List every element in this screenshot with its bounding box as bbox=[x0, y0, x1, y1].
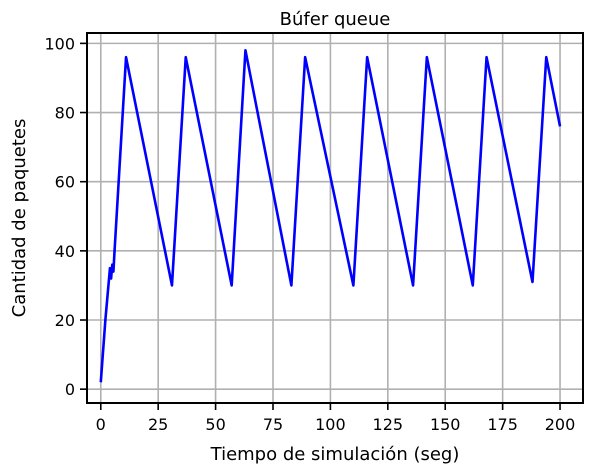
y-tick-label: 60 bbox=[55, 173, 75, 192]
tick-layer: 0 25 50 75 100 125 150 175 200 0 20 40 60 80 100 bbox=[44, 34, 575, 434]
series-line bbox=[99, 48, 562, 383]
y-tick-label: 100 bbox=[44, 34, 75, 53]
x-tick-label: 200 bbox=[545, 415, 576, 434]
x-tick-label: 150 bbox=[430, 415, 461, 434]
x-axis-title: Tiempo de simulación (seg) bbox=[210, 444, 460, 465]
series-layer bbox=[99, 48, 562, 383]
x-tick-label: 100 bbox=[315, 415, 346, 434]
plot-frame bbox=[86, 32, 584, 404]
grid-lines bbox=[87, 33, 583, 403]
y-tick-label: 40 bbox=[55, 242, 75, 261]
y-tick-label: 20 bbox=[55, 311, 75, 330]
x-tick-label: 75 bbox=[263, 415, 283, 434]
x-tick-label: 50 bbox=[205, 415, 225, 434]
chart-title: Búfer queue bbox=[280, 9, 391, 30]
x-tick-label: 125 bbox=[373, 415, 404, 434]
y-axis-title: Cantidad de paquetes bbox=[9, 119, 30, 318]
y-tick-label: 0 bbox=[65, 380, 75, 399]
x-tick-label: 25 bbox=[148, 415, 168, 434]
x-tick-label: 0 bbox=[96, 415, 106, 434]
x-tick-label: 175 bbox=[487, 415, 518, 434]
y-tick-label: 80 bbox=[55, 104, 75, 123]
